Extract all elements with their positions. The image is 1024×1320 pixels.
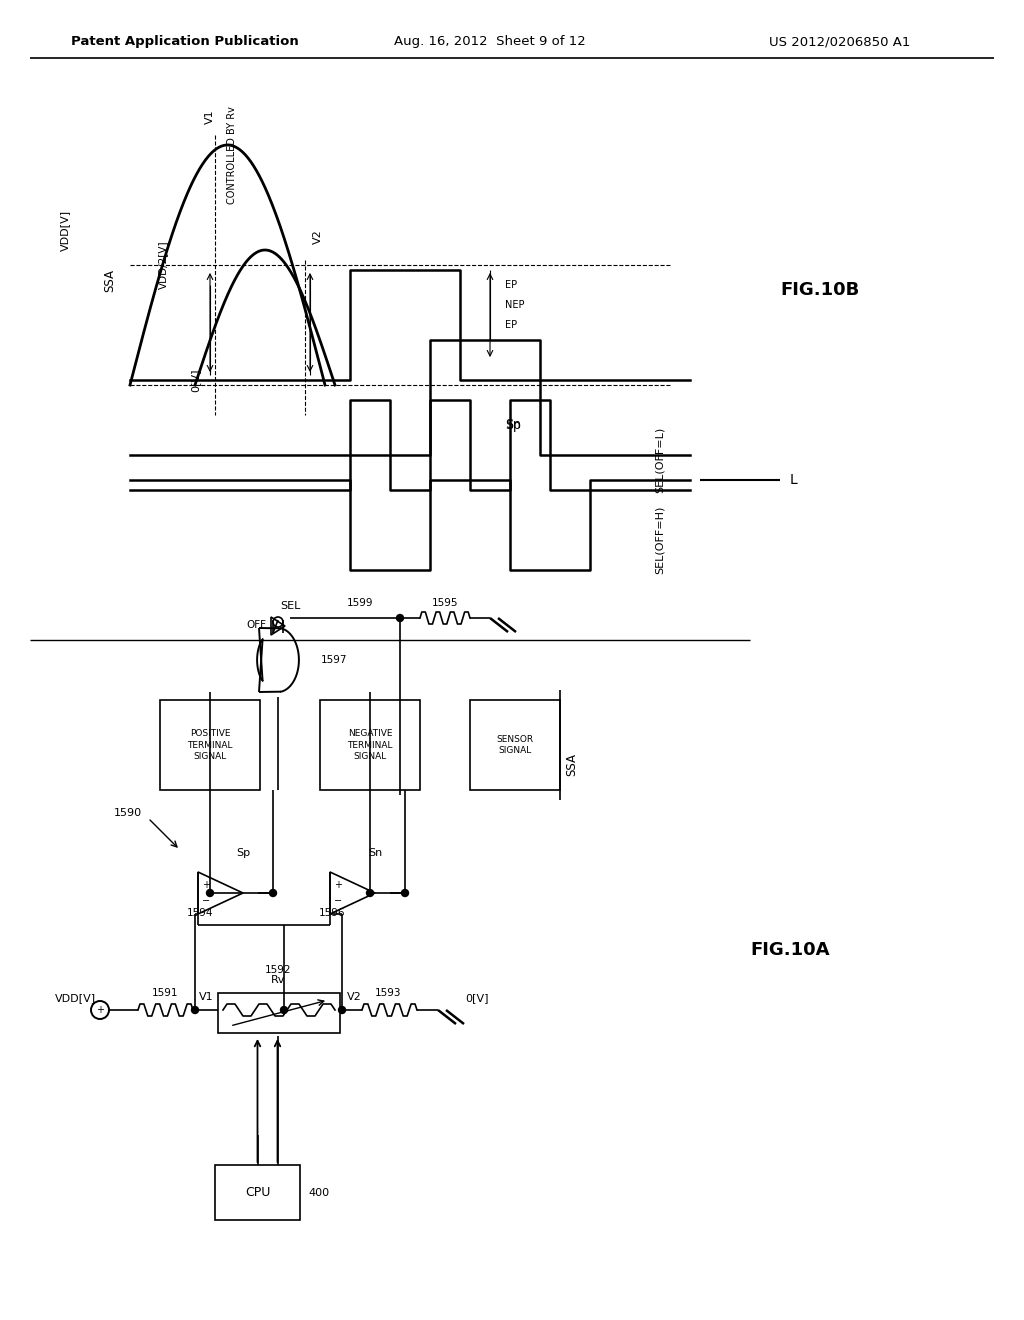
Circle shape	[401, 890, 409, 896]
Circle shape	[281, 1006, 288, 1014]
Text: CPU: CPU	[245, 1185, 270, 1199]
Text: OFF: OFF	[246, 620, 266, 630]
Text: SSA: SSA	[565, 754, 579, 776]
Text: 400: 400	[308, 1188, 329, 1197]
Text: SSA: SSA	[103, 268, 117, 292]
Text: 1595: 1595	[432, 598, 459, 609]
Text: Sn: Sn	[505, 418, 521, 432]
Text: V2: V2	[313, 230, 323, 244]
Text: Rv: Rv	[270, 975, 286, 985]
Bar	[319, 700, 420, 789]
Text: 1593: 1593	[375, 987, 401, 998]
Text: CONTROLLED BY Rv: CONTROLLED BY Rv	[227, 106, 237, 203]
Text: 1594: 1594	[186, 908, 213, 917]
Text: SEL(OFF=H): SEL(OFF=H)	[655, 506, 665, 574]
Text: 1592: 1592	[265, 965, 291, 975]
Text: 0[V]: 0[V]	[465, 993, 488, 1003]
Text: 1590: 1590	[114, 808, 142, 818]
Text: US 2012/0206850 A1: US 2012/0206850 A1	[769, 36, 910, 49]
Text: V2: V2	[347, 993, 361, 1002]
Text: L: L	[790, 473, 798, 487]
Text: Aug. 16, 2012  Sheet 9 of 12: Aug. 16, 2012 Sheet 9 of 12	[394, 36, 586, 49]
Text: 1596: 1596	[318, 908, 345, 917]
Text: Sp: Sp	[236, 847, 250, 858]
Text: VDD[V]: VDD[V]	[60, 210, 70, 251]
Text: 0[V]: 0[V]	[190, 368, 200, 392]
Bar	[160, 700, 260, 789]
Circle shape	[367, 890, 374, 896]
Text: EP: EP	[505, 319, 517, 330]
Text: −: −	[334, 896, 342, 907]
Text: +: +	[202, 879, 210, 890]
Text: SEL(OFF=L): SEL(OFF=L)	[655, 426, 665, 494]
Circle shape	[339, 1006, 345, 1014]
Text: Patent Application Publication: Patent Application Publication	[71, 36, 299, 49]
Text: SEL: SEL	[280, 601, 300, 611]
Circle shape	[191, 1006, 199, 1014]
Text: NEP: NEP	[505, 300, 524, 310]
Bar	[470, 700, 560, 789]
Text: FIG.10B: FIG.10B	[780, 281, 859, 300]
Text: FIG.10A: FIG.10A	[751, 941, 829, 960]
Text: 1597: 1597	[321, 655, 347, 665]
Circle shape	[207, 890, 213, 896]
Text: Sp: Sp	[505, 418, 521, 432]
Bar	[215, 1166, 300, 1220]
Text: 1591: 1591	[152, 987, 178, 998]
Text: +: +	[334, 879, 342, 890]
Text: VDD/2[V]: VDD/2[V]	[158, 240, 168, 289]
Circle shape	[269, 890, 276, 896]
Text: V1: V1	[199, 993, 214, 1002]
Text: +: +	[96, 1005, 104, 1015]
Text: 1599: 1599	[347, 598, 374, 609]
Text: VDD[V]: VDD[V]	[54, 993, 95, 1003]
Circle shape	[396, 615, 403, 622]
Text: POSITIVE
TERMINAL
SIGNAL: POSITIVE TERMINAL SIGNAL	[187, 730, 232, 760]
Text: EP: EP	[505, 280, 517, 290]
Text: NEGATIVE
TERMINAL
SIGNAL: NEGATIVE TERMINAL SIGNAL	[347, 730, 393, 760]
Text: SENSOR
SIGNAL: SENSOR SIGNAL	[497, 735, 534, 755]
Text: Sn: Sn	[368, 847, 382, 858]
Text: V1: V1	[205, 110, 215, 124]
Bar	[218, 993, 340, 1034]
Text: −: −	[202, 896, 210, 907]
